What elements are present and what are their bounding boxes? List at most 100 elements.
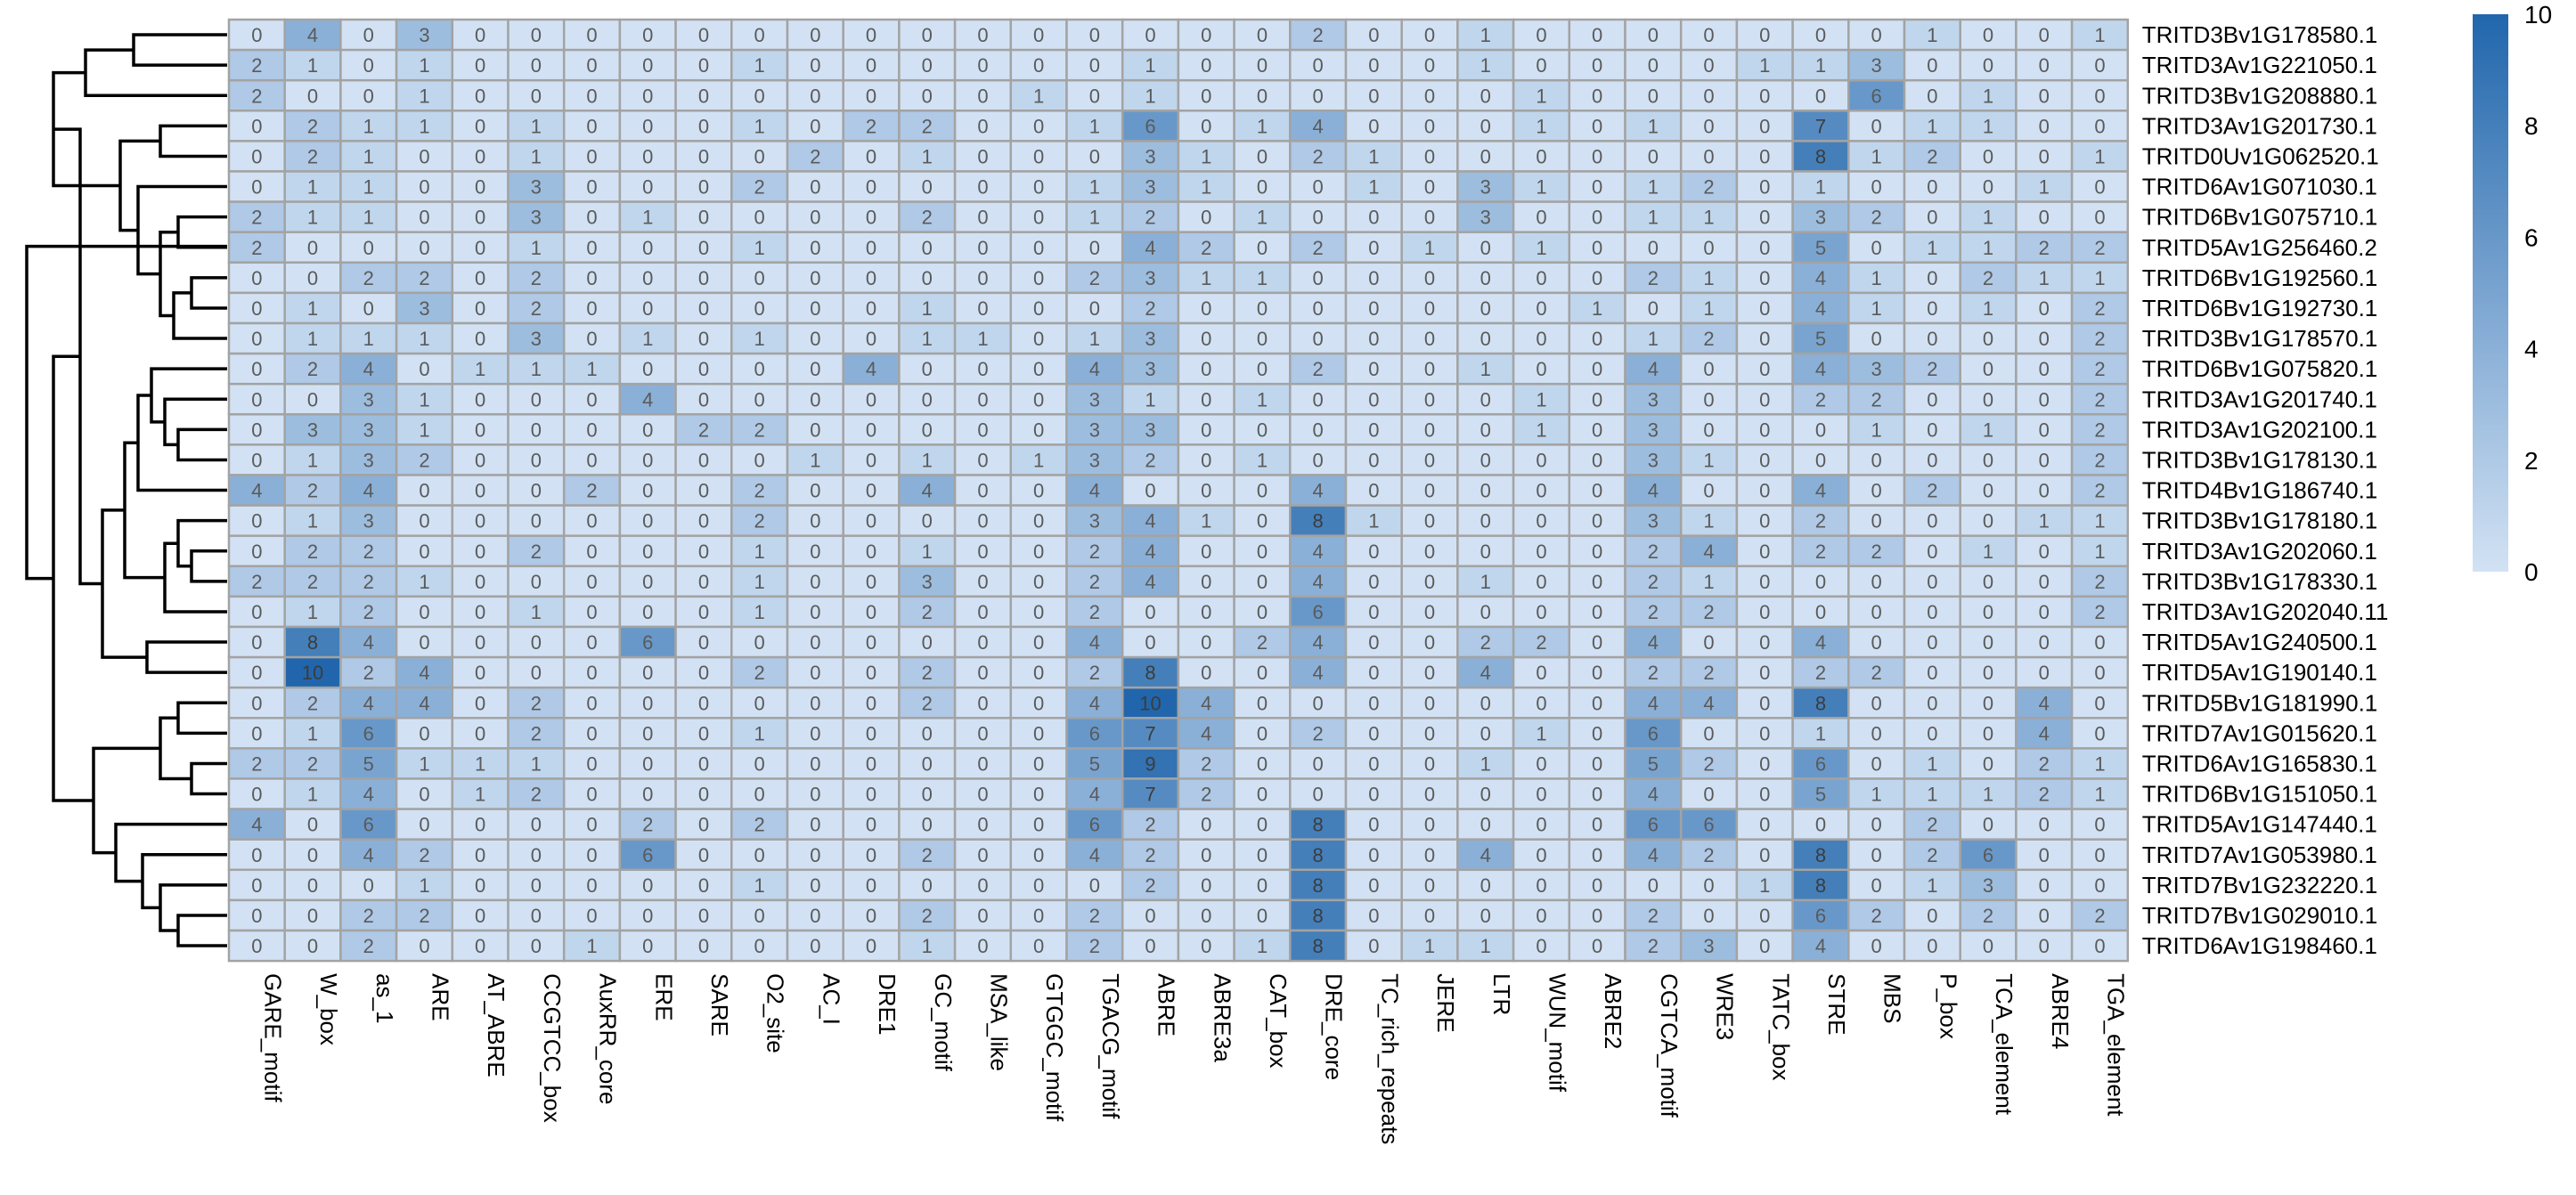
- cell-value-label: 0: [531, 631, 542, 654]
- cell-value-label: 0: [642, 145, 653, 167]
- heatmap-cell: [1791, 231, 1850, 264]
- cell-value-label: 0: [2039, 601, 2050, 623]
- cell-value-label: 1: [1871, 784, 1882, 806]
- heatmap-cell: [1679, 78, 1739, 112]
- cell-value-label: 0: [307, 874, 318, 897]
- cell-value-label: 0: [2094, 874, 2105, 897]
- heatmap-cell: [1344, 231, 1403, 264]
- cell-value-label: 0: [1201, 905, 1211, 927]
- heatmap-cell: [1791, 140, 1850, 173]
- cell-value-label: 0: [2094, 85, 2105, 107]
- cell-value-label: 4: [1313, 662, 1324, 684]
- cell-value-label: 0: [1983, 449, 1993, 471]
- cell-value-label: 0: [1703, 85, 1714, 107]
- cell-value-label: 1: [586, 935, 597, 957]
- cell-value-label: 0: [1313, 207, 1324, 229]
- heatmap-cell: [451, 868, 509, 902]
- cell-value-label: 1: [1480, 571, 1491, 593]
- cell-value-label: 0: [1033, 328, 1044, 350]
- cell-value-label: 0: [475, 54, 485, 77]
- cell-value-label: 0: [419, 510, 429, 532]
- cell-value-label: 2: [2094, 601, 2105, 623]
- cell-value-label: 0: [977, 358, 988, 380]
- heatmap-cell: [1233, 595, 1292, 629]
- cell-value-label: 0: [2039, 844, 2050, 866]
- cell-value-label: 1: [754, 237, 765, 259]
- heatmap-cell: [1121, 686, 1180, 719]
- cell-value-label: 0: [1703, 419, 1714, 441]
- heatmap-cell: [562, 929, 622, 963]
- cell-value-label: 1: [307, 297, 318, 320]
- cell-value-label: 0: [1592, 752, 1602, 775]
- heatmap-cell: [395, 443, 454, 476]
- heatmap-cell: [1121, 140, 1180, 173]
- heatmap-cell: [1791, 110, 1850, 142]
- cell-value-label: 0: [419, 237, 429, 259]
- heatmap-cell: [562, 18, 622, 52]
- heatmap-cell: [1344, 78, 1403, 112]
- cell-value-label: 0: [1201, 207, 1211, 229]
- cell-value-label: 0: [1257, 297, 1268, 320]
- cell-value-label: 0: [977, 115, 988, 137]
- cell-value-label: 8: [1313, 844, 1324, 866]
- row-label: TRITD3Bv1G178180.1: [2142, 508, 2377, 534]
- cell-value-label: 1: [2094, 541, 2105, 563]
- cell-value-label: 1: [1648, 176, 1659, 199]
- cell-value-label: 0: [475, 722, 485, 744]
- heatmap-cell: [283, 443, 342, 476]
- heatmap-cell: [227, 808, 286, 841]
- cell-value-label: 0: [1759, 388, 1770, 411]
- cell-value-label: 0: [419, 784, 429, 806]
- heatmap-cell: [1791, 625, 1850, 659]
- cell-value-label: 0: [1313, 176, 1324, 199]
- cell-value-label: 0: [475, 328, 485, 350]
- cell-value-label: 2: [1201, 237, 1211, 259]
- cell-value-label: 4: [363, 844, 374, 866]
- cell-value-label: 0: [475, 237, 485, 259]
- cell-value-label: 1: [1257, 449, 1268, 471]
- cell-value-label: 0: [2039, 905, 2050, 927]
- heatmap-cells: 0 4 0 3 0 0 0 0 0 0 0 0 0 0 0 0 0 0 0 2 0 0 1 0 0 0 0 0 0 0 1 0 0 1 2 1 0 1 0 0…: [227, 18, 2130, 963]
- cell-value-label: 0: [642, 85, 653, 107]
- column-label: ABRE3a: [1209, 973, 1235, 1062]
- heatmap-cell: [730, 110, 789, 142]
- cell-value-label: 0: [251, 510, 262, 532]
- cell-value-label: 0: [1592, 24, 1602, 46]
- cell-value-label: 2: [363, 662, 374, 684]
- heatmap-cell: [1568, 686, 1626, 719]
- cell-value-label: 1: [1257, 388, 1268, 411]
- heatmap-cell: [618, 231, 677, 264]
- cell-value-label: 3: [1480, 207, 1491, 229]
- heatmap-cell: [1400, 291, 1459, 325]
- cell-value-label: 1: [363, 328, 374, 350]
- cell-value-label: 1: [1871, 267, 1882, 289]
- heatmap-cell: [2070, 777, 2130, 810]
- cell-value-label: 4: [363, 480, 374, 502]
- heatmap-cell: [730, 747, 789, 780]
- cell-value-label: 0: [1927, 510, 1937, 532]
- heatmap-cell: [1791, 898, 1850, 932]
- cell-value-label: 1: [363, 176, 374, 199]
- cell-value-label: 0: [1480, 905, 1491, 927]
- heatmap-cell: [842, 443, 901, 476]
- heatmap-cell: [1847, 838, 1906, 872]
- cell-value-label: 0: [586, 115, 597, 137]
- cell-value-label: 8: [307, 631, 318, 654]
- cell-value-label: 0: [475, 267, 485, 289]
- cell-value-label: 0: [810, 176, 820, 199]
- cell-value-label: 8: [1145, 662, 1155, 684]
- heatmap-cell: [730, 474, 789, 507]
- heatmap-cell: [2015, 929, 2074, 963]
- cell-value-label: 0: [754, 358, 765, 380]
- cell-value-label: 0: [1368, 388, 1379, 411]
- heatmap-cell: [1456, 565, 1515, 598]
- cell-value-label: 0: [586, 54, 597, 77]
- cell-value-label: 4: [922, 480, 933, 502]
- cell-value-label: 1: [2094, 145, 2105, 167]
- cell-value-label: 0: [475, 388, 485, 411]
- cell-value-label: 0: [1592, 145, 1602, 167]
- column-label: as_1: [371, 973, 398, 1023]
- heatmap-cell: [1847, 595, 1906, 629]
- heatmap-cell: [507, 898, 566, 932]
- heatmap-cell: [451, 413, 509, 446]
